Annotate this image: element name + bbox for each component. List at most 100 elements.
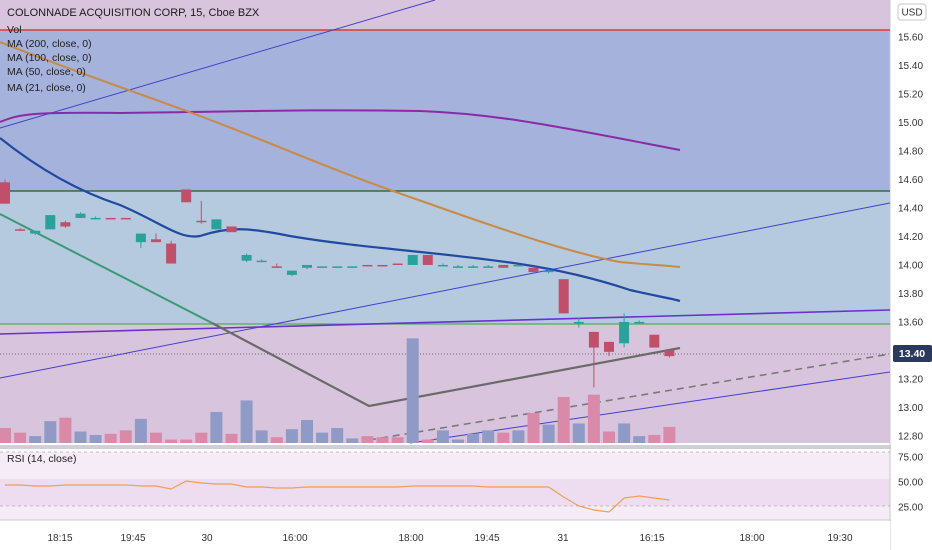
- rsi-tick-label: 75.00: [898, 453, 923, 464]
- rsi-axis-ticks: 75.00 50.00 25.00: [898, 453, 923, 514]
- ma200-line[interactable]: [0, 109, 681, 151]
- time-tick-label: 19:30: [827, 533, 852, 544]
- candle-body[interactable]: [437, 264, 448, 267]
- ma100-line[interactable]: [0, 41, 681, 268]
- candle-body[interactable]: [347, 266, 358, 268]
- volume-bar: [421, 439, 434, 443]
- volume-bar: [29, 436, 42, 443]
- ma50-line[interactable]: [0, 137, 681, 303]
- time-tick-label: 16:15: [639, 533, 664, 544]
- indicator-ma200[interactable]: MA (200, close, 0): [7, 38, 92, 50]
- indicator-ma21[interactable]: MA (21, close, 0): [7, 82, 86, 94]
- candle-body[interactable]: [226, 226, 237, 233]
- upper-trendline[interactable]: [0, 0, 436, 129]
- candle-body[interactable]: [588, 331, 599, 348]
- volume-bar: [134, 418, 147, 443]
- volume-bar: [436, 430, 449, 443]
- time-tick-label: 18:00: [739, 533, 764, 544]
- candle-body[interactable]: [256, 260, 267, 263]
- candle-body[interactable]: [619, 321, 630, 344]
- time-tick-label: 18:15: [47, 533, 72, 544]
- indicator-vol[interactable]: Vol: [7, 24, 22, 36]
- time-tick-label: 31: [557, 533, 569, 544]
- candle-body[interactable]: [377, 264, 388, 267]
- candlesticks: [0, 179, 675, 388]
- volume-bar: [44, 421, 57, 443]
- rsi-label[interactable]: RSI (14, close): [7, 453, 76, 465]
- dashed-projection-line[interactable]: [368, 353, 891, 441]
- candle-body[interactable]: [181, 189, 192, 203]
- candle-body[interactable]: [664, 350, 675, 357]
- indicator-ma50[interactable]: MA (50, close, 0): [7, 66, 86, 78]
- candle-body[interactable]: [634, 321, 645, 324]
- candle-body[interactable]: [211, 219, 222, 230]
- gray-path-line[interactable]: [211, 322, 681, 408]
- candle-body[interactable]: [60, 222, 71, 227]
- candle-body[interactable]: [317, 266, 328, 268]
- candle-body[interactable]: [45, 215, 56, 230]
- time-axis-ticks: 18:15 19:45 30 16:00 18:00 19:45 31 16:15 18:00 1…: [47, 533, 852, 544]
- candle-body[interactable]: [407, 254, 418, 265]
- candle-body[interactable]: [241, 254, 252, 261]
- volume-bar: [89, 434, 102, 443]
- purple-trendline[interactable]: [0, 309, 891, 335]
- price-tick-label: 13.60: [898, 317, 923, 328]
- candle-body[interactable]: [151, 239, 161, 243]
- channel-trendline[interactable]: [0, 202, 891, 379]
- volume-bar: [527, 413, 540, 443]
- candle-body[interactable]: [0, 182, 10, 204]
- candle-body[interactable]: [271, 266, 282, 268]
- candle-body[interactable]: [332, 266, 343, 268]
- time-tick-label: 30: [201, 533, 213, 544]
- time-axis[interactable]: [0, 521, 890, 550]
- candle-body[interactable]: [166, 243, 177, 264]
- candle-body[interactable]: [453, 266, 463, 268]
- price-axis-ticks: 15.8015.6015.4015.2015.0014.8014.6014.40…: [898, 4, 923, 442]
- candle-body[interactable]: [649, 334, 660, 348]
- candle-body[interactable]: [543, 270, 554, 273]
- candle-body[interactable]: [558, 279, 569, 314]
- candle-body[interactable]: [196, 220, 207, 223]
- candle-body[interactable]: [604, 341, 614, 352]
- candle-body[interactable]: [498, 264, 509, 268]
- price-tick-label: 15.40: [898, 61, 923, 72]
- time-tick-label: 19:45: [120, 533, 145, 544]
- currency-label: USD: [901, 8, 922, 19]
- candle-body[interactable]: [302, 264, 312, 268]
- indicator-ma100[interactable]: MA (100, close, 0): [7, 52, 92, 64]
- candle-body[interactable]: [362, 264, 373, 267]
- candle-body[interactable]: [75, 213, 86, 218]
- price-tick-label: 15.00: [898, 118, 923, 129]
- currency-button[interactable]: [897, 3, 927, 21]
- candle-body[interactable]: [90, 217, 101, 220]
- rsi-line[interactable]: [5, 480, 670, 513]
- rsi-band: [0, 479, 890, 506]
- volume-bar: [165, 439, 178, 443]
- candle-body[interactable]: [15, 229, 26, 231]
- candle-body[interactable]: [30, 230, 41, 234]
- price-tick-label: 14.20: [898, 232, 923, 243]
- price-badge: [893, 345, 932, 362]
- volume-bar: [285, 429, 298, 443]
- volume-bar: [452, 439, 464, 443]
- time-tick-label: 18:00: [398, 533, 423, 544]
- candle-body[interactable]: [513, 264, 524, 267]
- time-tick-label: 19:45: [474, 533, 499, 544]
- volume-bar: [195, 432, 208, 443]
- candle-body[interactable]: [286, 270, 297, 275]
- candle-body[interactable]: [483, 266, 494, 268]
- price-axis[interactable]: [891, 0, 932, 550]
- volume-bar: [104, 433, 117, 443]
- candle-body[interactable]: [120, 217, 131, 220]
- candle-body[interactable]: [392, 263, 403, 266]
- price-tick-label: 13.80: [898, 289, 923, 300]
- candle-body[interactable]: [573, 321, 584, 324]
- candle-body[interactable]: [468, 266, 479, 268]
- candle-body[interactable]: [135, 233, 146, 243]
- candle-body[interactable]: [422, 254, 433, 265]
- resistance-zone: [0, 30, 890, 191]
- chart-title[interactable]: COLONNADE ACQUISITION CORP, 15, Cboe BZX: [7, 7, 260, 19]
- candle-body[interactable]: [105, 217, 116, 220]
- candle-body[interactable]: [528, 267, 539, 273]
